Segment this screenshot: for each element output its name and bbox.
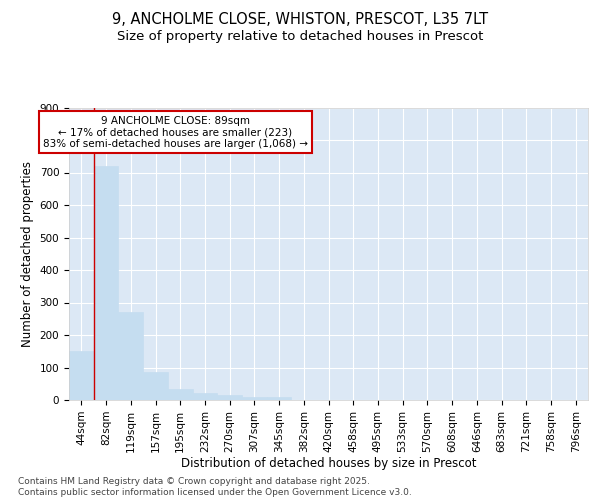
- Text: 9, ANCHOLME CLOSE, WHISTON, PRESCOT, L35 7LT: 9, ANCHOLME CLOSE, WHISTON, PRESCOT, L35…: [112, 12, 488, 28]
- Bar: [69, 351, 94, 400]
- Bar: [94, 166, 118, 400]
- Bar: [242, 397, 267, 400]
- Text: 9 ANCHOLME CLOSE: 89sqm
← 17% of detached houses are smaller (223)
83% of semi-d: 9 ANCHOLME CLOSE: 89sqm ← 17% of detache…: [43, 116, 308, 149]
- X-axis label: Distribution of detached houses by size in Prescot: Distribution of detached houses by size …: [181, 458, 476, 470]
- Y-axis label: Number of detached properties: Number of detached properties: [21, 161, 34, 347]
- Bar: [217, 395, 242, 400]
- Bar: [193, 393, 217, 400]
- Bar: [143, 372, 168, 400]
- Bar: [118, 312, 143, 400]
- Bar: [267, 398, 292, 400]
- Text: Contains HM Land Registry data © Crown copyright and database right 2025.
Contai: Contains HM Land Registry data © Crown c…: [18, 478, 412, 497]
- Bar: [168, 388, 193, 400]
- Text: Size of property relative to detached houses in Prescot: Size of property relative to detached ho…: [117, 30, 483, 43]
